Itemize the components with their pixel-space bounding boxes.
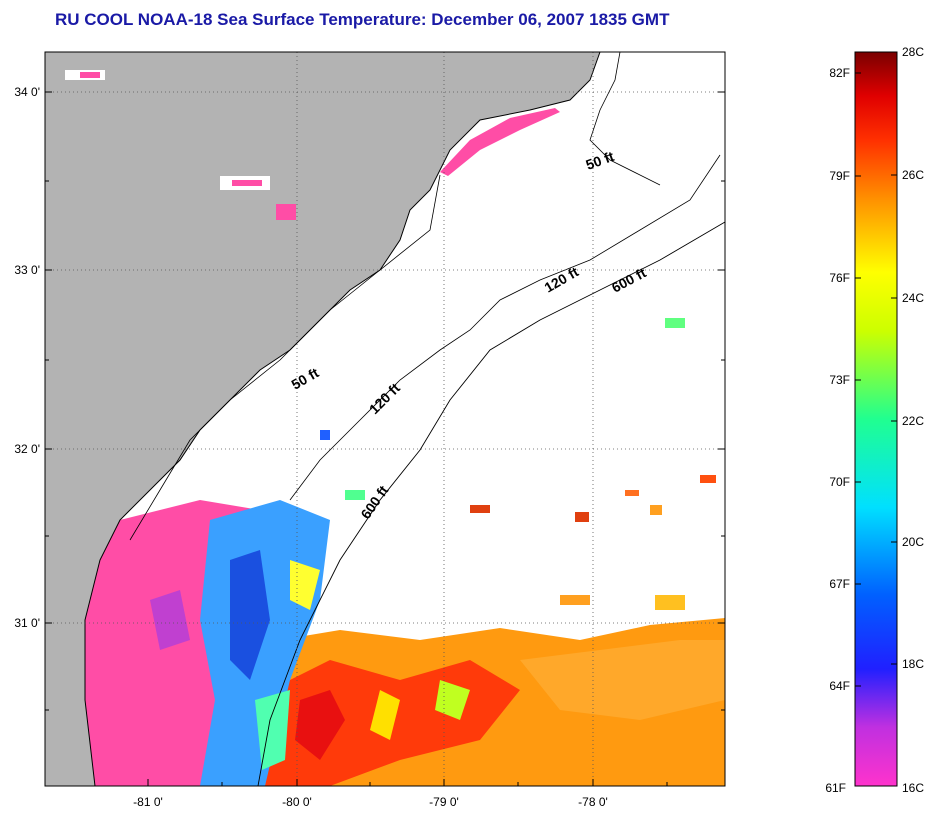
cb-c-22: 22C	[902, 414, 924, 428]
isobath-50ft-line	[129, 174, 441, 541]
cb-f-70: 70F	[829, 475, 850, 489]
isobath-600ft-line	[257, 221, 725, 786]
cb-f-67: 67F	[829, 577, 850, 591]
lon-label-80: -80 0'	[282, 795, 312, 809]
cb-c-26: 26C	[902, 168, 924, 182]
cb-f-79: 79F	[829, 169, 850, 183]
inland-water-pink	[440, 108, 560, 176]
lat-label-31: 31 0'	[14, 616, 40, 630]
cb-f-76: 76F	[829, 271, 850, 285]
colorbar-ticks	[855, 51, 897, 687]
map-frame	[44, 51, 726, 787]
lat-label-34: 34 0'	[14, 85, 40, 99]
colorbar	[854, 51, 898, 787]
isobath-120ft-line	[289, 154, 721, 501]
cb-c-16: 16C	[902, 781, 924, 795]
cb-c-28: 28C	[902, 45, 924, 59]
cb-f-64: 64F	[829, 679, 850, 693]
map-title: RU COOL NOAA-18 Sea Surface Temperature:…	[55, 10, 670, 29]
cb-f-73: 73F	[829, 373, 850, 387]
lon-label-79: -79 0'	[429, 795, 459, 809]
cb-f-82: 82F	[829, 66, 850, 80]
cb-c-18: 18C	[902, 657, 924, 671]
lat-label-33: 33 0'	[14, 263, 40, 277]
land-mass	[45, 52, 600, 786]
cb-c-20: 20C	[902, 535, 924, 549]
lon-label-78: -78 0'	[578, 795, 608, 809]
cb-f-61: 61F	[825, 781, 846, 795]
lon-label-81: -81 0'	[133, 795, 163, 809]
graticule	[45, 52, 725, 786]
lat-label-32: 32 0'	[14, 442, 40, 456]
cb-c-24: 24C	[902, 291, 924, 305]
